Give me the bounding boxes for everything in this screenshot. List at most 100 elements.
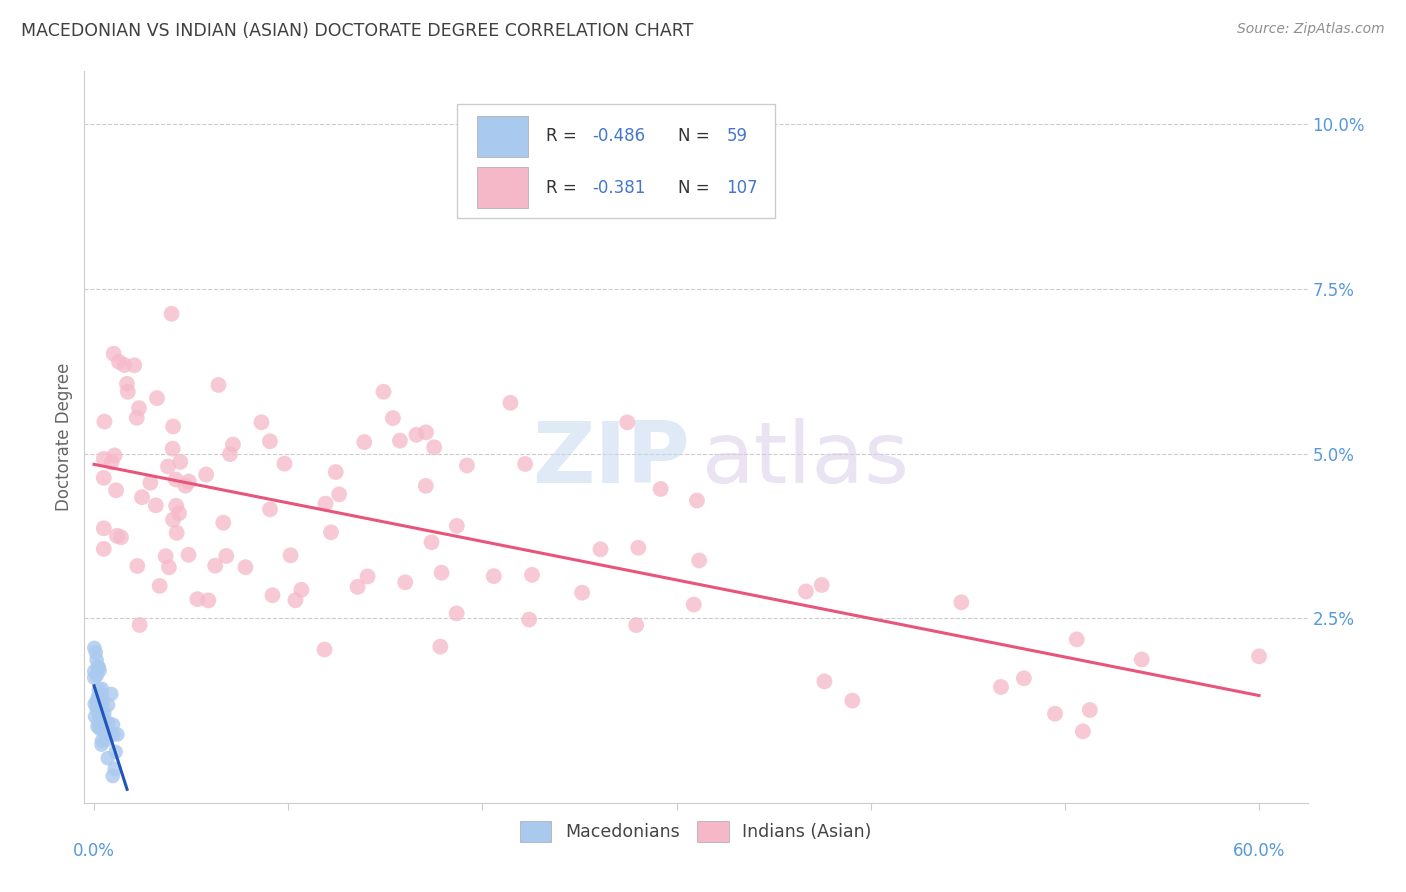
Point [105,483,128,498]
Point [105,529,128,543]
Point [110,530,132,544]
Point [259,502,281,516]
Text: ZIP: ZIP [531,417,690,500]
Text: N =: N = [678,178,714,196]
Point [91,703,114,717]
Point [688,553,710,567]
Point [420,535,443,549]
Point [616,415,638,429]
Point [328,487,350,501]
Point [93,415,115,429]
Point [356,569,378,583]
Point [91,697,114,711]
Point [1130,652,1153,666]
Point [87,682,110,697]
Text: MACEDONIAN VS INDIAN (ASIAN) DOCTORATE DEGREE CORRELATION CHART: MACEDONIAN VS INDIAN (ASIAN) DOCTORATE D… [21,22,693,40]
Text: R =: R = [546,178,582,196]
Point [482,569,505,583]
Point [115,376,138,391]
Point [96,733,118,747]
Point [394,575,416,590]
Point [103,727,125,741]
Point [93,720,115,734]
Point [1043,706,1066,721]
Point [162,513,184,527]
Point [89,664,111,678]
Point [90,681,112,696]
Text: 59: 59 [727,128,748,145]
Point [813,674,835,689]
Point [319,525,342,540]
Point [90,695,112,709]
Point [91,690,114,704]
Point [290,582,312,597]
Point [155,549,177,564]
Point [97,715,120,730]
Point [177,548,200,562]
Point [86,698,108,713]
Point [314,642,336,657]
Point [112,358,135,372]
Text: R =: R = [546,128,582,145]
Point [128,618,150,632]
Point [325,465,347,479]
Point [93,719,115,733]
Point [167,506,190,520]
Point [157,560,180,574]
Point [93,471,115,485]
Point [235,560,257,574]
Point [166,525,188,540]
Point [346,580,368,594]
Point [682,598,704,612]
Point [94,728,117,742]
Point [456,458,478,473]
Point [162,442,184,456]
Point [86,653,108,667]
Point [215,549,238,563]
Point [139,475,162,490]
Point [990,680,1012,694]
Point [169,455,191,469]
Point [204,558,226,573]
Point [446,607,468,621]
Point [103,347,125,361]
Point [93,716,115,731]
Text: 107: 107 [727,178,758,196]
Point [207,378,229,392]
Point [101,717,124,731]
Point [517,613,540,627]
Legend: Macedonians, Indians (Asian): Macedonians, Indians (Asian) [513,814,879,849]
Point [212,516,235,530]
Point [381,411,404,425]
Point [388,434,411,448]
Point [146,391,169,405]
Point [160,307,183,321]
Point [93,521,115,535]
Point [125,410,148,425]
Point [373,384,395,399]
Point [627,541,650,555]
Point [186,592,208,607]
Point [104,762,127,776]
Point [93,714,115,729]
Point [89,719,111,733]
Point [84,695,107,709]
Point [84,646,107,660]
Point [86,702,108,716]
Point [86,719,108,733]
Text: 0.0%: 0.0% [73,842,115,861]
Point [131,490,153,504]
Text: Source: ZipAtlas.com: Source: ZipAtlas.com [1237,22,1385,37]
Point [415,425,437,440]
FancyBboxPatch shape [477,167,529,208]
Point [315,497,337,511]
Point [84,709,107,723]
Point [97,698,120,712]
Point [101,769,124,783]
Point [90,695,112,709]
Point [423,440,446,454]
Point [128,401,150,416]
Point [93,706,115,721]
Point [156,459,179,474]
Point [91,713,114,727]
